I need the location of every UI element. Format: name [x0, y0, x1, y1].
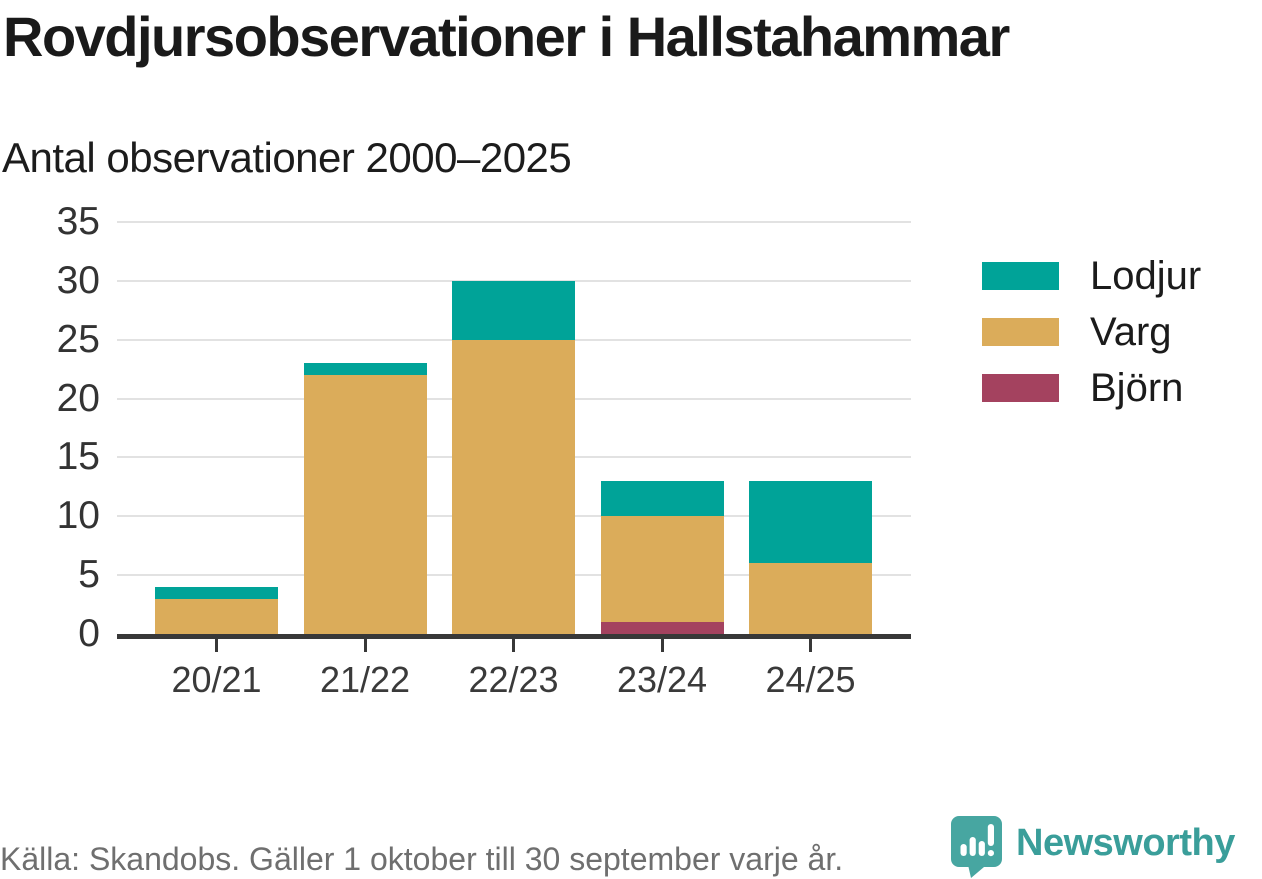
chart-subtitle: Antal observationer 2000–2025	[2, 134, 572, 181]
x-tick-21/22	[363, 639, 367, 652]
gridline-35	[117, 221, 911, 223]
legend-item-lodjur: Lodjur	[982, 254, 1201, 298]
bar-segment-varg-22/23	[452, 339, 575, 634]
x-label-20/21: 20/21	[171, 659, 262, 700]
legend-item-varg: Varg	[982, 310, 1201, 354]
x-axis-line	[117, 634, 911, 639]
bar-segment-lodjur-22/23	[452, 280, 575, 340]
y-tick-label-35: 35	[56, 200, 100, 243]
bar-segment-lodjur-24/25	[749, 480, 872, 564]
newsworthy-logo-icon	[951, 816, 1002, 878]
bar-segment-björn-23/24	[600, 622, 724, 634]
y-tick-label-30: 30	[56, 258, 100, 302]
legend-label-varg: Varg	[1090, 309, 1172, 354]
legend-label-lodjur: Lodjur	[1090, 253, 1202, 298]
bar-segment-lodjur-20/21	[155, 586, 278, 599]
brand: Newsworthy	[950, 815, 1235, 878]
gridline-30	[117, 279, 911, 282]
y-axis: 0 5 10 15 20 25 30 35	[0, 202, 100, 654]
legend: Lodjur Varg Björn	[982, 254, 1201, 430]
legend-item-björn: Björn	[982, 366, 1201, 410]
x-label-22/23: 22/23	[468, 659, 559, 700]
y-tick-label-0: 0	[78, 612, 100, 655]
bar-segment-varg-20/21	[155, 598, 278, 634]
x-tick-24/25	[809, 639, 812, 652]
y-tick-label-10: 10	[56, 494, 100, 538]
legend-swatch-björn	[982, 374, 1059, 402]
y-tick-label-25: 25	[56, 317, 100, 361]
x-label-24/25: 24/25	[765, 659, 856, 700]
chart-title: Rovdjursobservationer i Hallstahammar	[3, 5, 1010, 68]
x-tick-23/24	[660, 639, 664, 652]
bar-segment-varg-21/22	[303, 375, 427, 634]
x-tick-22/23	[512, 639, 515, 652]
legend-label-björn: Björn	[1090, 365, 1184, 410]
x-label-21/22: 21/22	[319, 659, 411, 700]
bar-segment-varg-24/25	[749, 563, 872, 634]
y-tick-label-15: 15	[56, 435, 100, 479]
bar-segment-varg-23/24	[600, 516, 724, 623]
legend-swatch-varg	[982, 318, 1059, 346]
x-tick-20/21	[215, 639, 218, 652]
x-axis-labels: 20/21 21/22 22/23 23/24 24/25	[117, 658, 911, 704]
x-label-23/24: 23/24	[616, 659, 708, 700]
x-axis-ticks	[117, 639, 911, 653]
y-tick-label-20: 20	[56, 376, 100, 420]
legend-swatch-lodjur	[982, 262, 1059, 290]
source-note: Källa: Skandobs. Gäller 1 oktober till 3…	[0, 841, 844, 877]
brand-name: Newsworthy	[1016, 822, 1235, 864]
bar-segment-lodjur-23/24	[600, 480, 724, 517]
bar-segment-lodjur-21/22	[303, 363, 427, 376]
y-tick-label-5: 5	[78, 553, 100, 597]
plot-area	[117, 221, 911, 634]
